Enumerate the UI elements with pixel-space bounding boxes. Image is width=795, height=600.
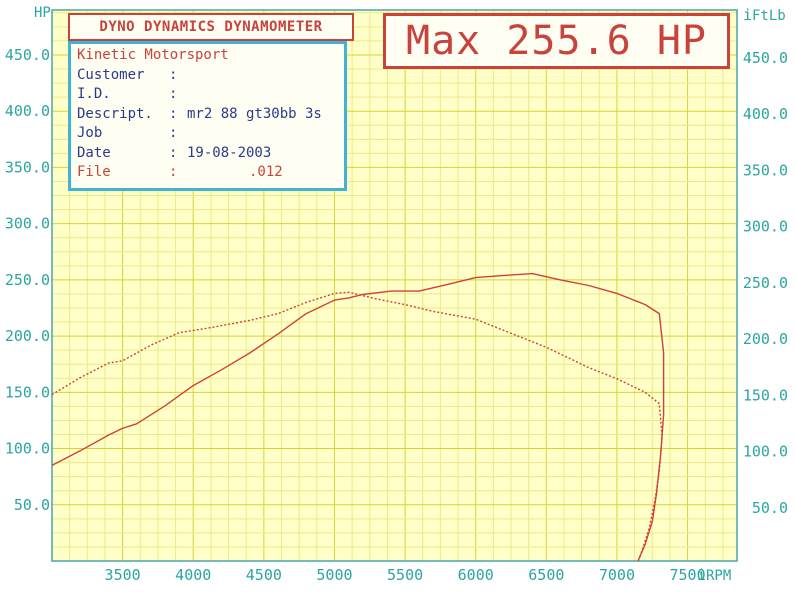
y-left-unit-label: HP: [34, 5, 51, 21]
info-colon: :: [169, 105, 178, 122]
y-right-tick-label: 450.0: [743, 49, 788, 67]
x-tick-label: 7500: [670, 566, 706, 584]
x-tick-label: 7000: [599, 566, 635, 584]
max-power-badge: Max 255.6 HP: [383, 13, 730, 69]
info-colon: :: [169, 164, 178, 180]
info-value: 19-08-2003: [187, 144, 272, 161]
info-row-file: File: .012: [77, 163, 338, 183]
y-right-tick-label: 200.0: [743, 330, 788, 348]
y-right-tick-label: 100.0: [743, 443, 788, 461]
info-row-id: I.D.:: [77, 85, 338, 105]
chart-title: DYNO DYNAMICS DYNAMOMETER: [68, 13, 354, 41]
info-row-customer: Customer:: [77, 66, 338, 86]
y-right-tick-label: 250.0: [743, 274, 788, 292]
y-right-tick-label: 150.0: [743, 386, 788, 404]
info-colon: :: [169, 125, 178, 141]
info-colon: :: [169, 86, 178, 102]
info-colon: :: [169, 144, 178, 161]
run-info-panel: Kinetic Motorsport Customer: I.D.: Descr…: [68, 41, 347, 191]
file-number: .012: [249, 164, 283, 180]
info-row-date: Date:19-08-2003: [77, 144, 338, 164]
y-left-tick-label: 200.0: [5, 327, 50, 345]
info-row-description: Descript.: mr2 88 gt30bb 3s: [77, 105, 338, 125]
tick-labels: 3500 4000 4500 5000 5500 6000 6500 7000 7500 50.0…: [5, 46, 788, 584]
info-value: mr2 88 gt30bb 3s: [187, 105, 322, 122]
y-left-tick-label: 400.0: [5, 102, 50, 120]
y-right-tick-label: 400.0: [743, 105, 788, 123]
x-tick-label: 4000: [175, 566, 211, 584]
x-unit-label: RPM: [706, 568, 731, 584]
plot-frame: [51, 9, 738, 562]
torque-curve: [51, 291, 663, 562]
x-unit-prefix: i: [697, 566, 706, 584]
x-tick-label: 6000: [458, 566, 494, 584]
x-tick-label: 3500: [105, 566, 141, 584]
info-label: Job: [77, 125, 103, 141]
info-row-job: Job:: [77, 124, 338, 144]
company-name: Kinetic Motorsport: [77, 47, 229, 63]
y-left-tick-label: 150.0: [5, 383, 50, 401]
y-left-tick-label: 300.0: [5, 215, 50, 233]
x-tick-label: 4500: [246, 566, 282, 584]
info-label: I.D.: [77, 86, 111, 102]
y-left-tick-label: 100.0: [5, 440, 50, 458]
x-tick-label: 6500: [528, 566, 564, 584]
y-left-tick-label: 250.0: [5, 271, 50, 289]
curves: [51, 272, 665, 562]
y-right-unit-prefix: i: [743, 6, 752, 24]
y-right-tick-label: 50.0: [752, 499, 788, 517]
y-left-tick-label: 350.0: [5, 158, 50, 176]
y-left-tick-label: 50.0: [14, 496, 50, 514]
info-label: Customer: [77, 66, 145, 83]
y-right-tick-label: 350.0: [743, 161, 788, 179]
info-label: Date: [77, 144, 111, 161]
info-label: Descript.: [77, 105, 153, 122]
info-colon: :: [169, 66, 178, 83]
x-tick-label: 5500: [387, 566, 423, 584]
y-right-unit-label: FtLb: [752, 8, 786, 24]
y-left-tick-label: 450.0: [5, 46, 50, 64]
x-tick-label: 5000: [316, 566, 352, 584]
info-label: File: [77, 164, 111, 180]
y-right-tick-label: 300.0: [743, 218, 788, 236]
power-curve: [51, 272, 665, 562]
